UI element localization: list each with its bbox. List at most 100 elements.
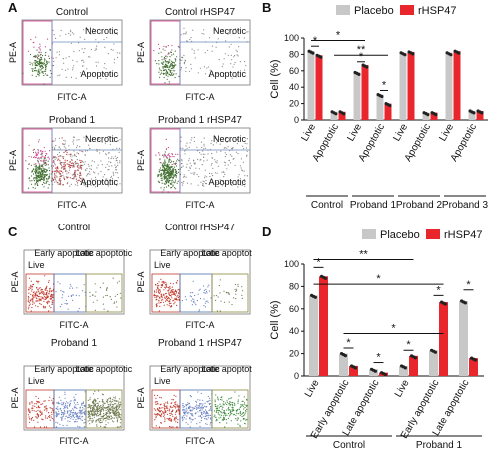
event-dot <box>46 169 48 171</box>
event-dot <box>168 166 170 168</box>
event-dot <box>99 413 102 415</box>
event-dot <box>111 165 113 167</box>
event-dot <box>34 182 36 184</box>
event-dot <box>38 70 40 72</box>
replicate-dot <box>313 295 317 299</box>
event-dot <box>153 408 155 410</box>
event-dot <box>119 139 121 141</box>
event-dot <box>168 65 170 67</box>
event-dot <box>68 149 70 151</box>
event-dot <box>164 154 166 156</box>
event-dot <box>216 182 218 184</box>
event-dot <box>198 309 200 311</box>
event-dot <box>109 412 111 414</box>
event-dot <box>38 292 40 294</box>
event-dot <box>214 405 217 408</box>
event-dot <box>163 296 166 298</box>
event-dot <box>112 173 115 175</box>
event-dot <box>39 287 41 289</box>
event-dot <box>70 162 73 164</box>
event-dot <box>170 165 172 168</box>
event-dot <box>37 167 39 169</box>
event-dot <box>116 306 118 308</box>
event-dot <box>225 291 227 293</box>
legend-label: Placebo <box>354 5 394 17</box>
event-dot <box>197 411 199 413</box>
event-dot <box>43 294 45 296</box>
event-dot <box>164 60 166 62</box>
event-dot <box>239 412 241 414</box>
event-dot <box>212 167 214 169</box>
event-dot <box>228 139 231 141</box>
event-dot <box>89 418 91 420</box>
event-dot <box>66 406 68 408</box>
event-dot <box>77 169 79 172</box>
event-dot <box>31 417 33 420</box>
event-dot <box>117 410 119 412</box>
event-dot <box>71 412 73 414</box>
event-dot <box>159 73 161 75</box>
region-label-necrotic: Necrotic <box>213 134 247 144</box>
event-dot <box>50 307 52 309</box>
event-dot <box>113 157 115 159</box>
event-dot <box>217 399 219 401</box>
event-dot <box>95 421 97 423</box>
event-dot <box>113 174 115 176</box>
event-dot <box>157 407 159 410</box>
event-dot <box>205 415 207 417</box>
event-dot <box>28 144 30 146</box>
event-dot <box>116 405 118 407</box>
event-dot <box>47 300 49 302</box>
event-dot <box>168 171 170 173</box>
event-dot <box>52 167 54 169</box>
event-dot <box>76 407 78 409</box>
event-dot <box>234 288 236 290</box>
event-dot <box>160 397 162 399</box>
event-dot <box>174 173 176 175</box>
event-dot <box>53 161 55 163</box>
event-dot <box>236 419 238 421</box>
event-dot <box>30 299 32 302</box>
event-dot <box>58 396 60 398</box>
event-dot <box>32 70 34 72</box>
event-dot <box>227 146 229 148</box>
event-dot <box>102 150 105 152</box>
event-dot <box>169 419 171 421</box>
event-dot <box>44 307 46 309</box>
event-dot <box>171 67 173 70</box>
event-dot <box>196 406 198 408</box>
event-dot <box>182 408 185 410</box>
event-dot <box>238 408 240 410</box>
event-dot <box>194 57 196 59</box>
event-dot <box>164 178 166 180</box>
event-dot <box>164 420 166 423</box>
event-dot <box>66 160 68 162</box>
event-dot <box>63 62 65 64</box>
event-dot <box>170 426 172 428</box>
event-dot <box>225 137 227 139</box>
event-dot <box>85 185 87 187</box>
event-dot <box>50 411 53 413</box>
event-dot <box>246 143 248 145</box>
event-dot <box>185 299 187 301</box>
event-dot <box>226 409 228 411</box>
event-dot <box>38 298 41 300</box>
event-dot <box>62 184 64 186</box>
event-dot <box>229 397 231 399</box>
event-dot <box>176 295 178 297</box>
event-dot <box>84 161 86 163</box>
event-dot <box>74 398 76 400</box>
event-dot <box>222 75 225 77</box>
event-dot <box>165 61 167 63</box>
event-dot <box>55 407 58 409</box>
event-dot <box>87 407 89 409</box>
event-dot <box>91 417 93 420</box>
event-dot <box>118 405 120 407</box>
event-dot <box>39 48 41 50</box>
event-dot <box>116 404 118 406</box>
event-dot <box>59 173 62 175</box>
event-dot <box>166 418 168 420</box>
event-dot <box>105 409 107 412</box>
event-dot <box>192 172 194 174</box>
event-dot <box>40 65 42 67</box>
